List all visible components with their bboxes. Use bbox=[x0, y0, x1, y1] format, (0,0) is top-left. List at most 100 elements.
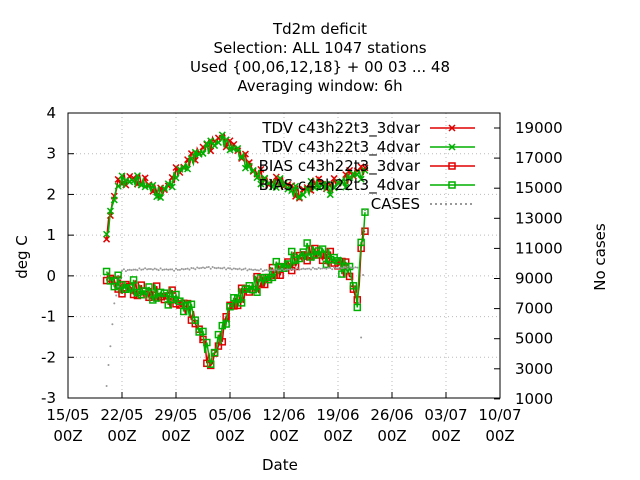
data-point bbox=[257, 274, 265, 282]
x-tick-label: 26/06 bbox=[370, 406, 413, 424]
cases-point bbox=[230, 268, 233, 271]
data-point bbox=[187, 300, 196, 309]
cases-point bbox=[319, 267, 322, 270]
y2-tick-label: 17000 bbox=[515, 149, 563, 167]
legend-label: BIAS c43h22t3_4dvar bbox=[259, 176, 421, 195]
cases-point bbox=[136, 269, 139, 272]
cases-point bbox=[242, 268, 245, 271]
cases-point bbox=[267, 269, 270, 272]
data-point bbox=[272, 257, 281, 266]
data-point bbox=[152, 282, 161, 290]
cases-point bbox=[223, 266, 226, 269]
data-point bbox=[349, 282, 358, 290]
cases-point bbox=[333, 266, 336, 269]
y2-tick-label: 1000 bbox=[515, 390, 553, 408]
x-tick-label: 10/07 bbox=[478, 406, 521, 424]
data-point bbox=[245, 281, 254, 290]
data-point bbox=[292, 182, 300, 190]
data-point bbox=[268, 273, 277, 282]
cases-point bbox=[313, 267, 316, 270]
data-point bbox=[357, 175, 365, 183]
data-point bbox=[168, 183, 176, 191]
data-point bbox=[114, 182, 122, 190]
data-point bbox=[184, 165, 192, 173]
cases-point bbox=[284, 268, 287, 271]
data-point bbox=[257, 180, 265, 188]
cases-point bbox=[348, 265, 351, 268]
cases-point bbox=[209, 267, 212, 270]
cases-point bbox=[265, 268, 268, 271]
legend-marker bbox=[448, 143, 456, 151]
cases-point bbox=[157, 269, 160, 272]
data-point bbox=[318, 245, 327, 253]
data-point bbox=[222, 320, 230, 328]
data-point bbox=[287, 266, 296, 275]
cases-point bbox=[176, 268, 179, 271]
cases-point bbox=[346, 267, 349, 270]
cases-point bbox=[213, 266, 216, 269]
data-point bbox=[149, 296, 157, 304]
y2-tick-label: 15000 bbox=[515, 179, 563, 197]
y2-tick-label: 9000 bbox=[515, 270, 553, 288]
y-tick-label: -3 bbox=[41, 389, 56, 407]
cases-point bbox=[292, 268, 295, 271]
data-point bbox=[322, 260, 331, 269]
cases-point bbox=[342, 266, 345, 269]
data-point bbox=[206, 360, 215, 368]
x-tick-label: 00Z bbox=[107, 427, 136, 445]
cases-point bbox=[196, 266, 199, 269]
cases-point bbox=[294, 268, 297, 271]
y-tick-label: 2 bbox=[46, 185, 56, 203]
cases-point bbox=[327, 266, 330, 269]
x-tick-label: 03/07 bbox=[424, 406, 467, 424]
data-point bbox=[253, 174, 261, 182]
y-tick-label: 4 bbox=[46, 104, 56, 122]
x-tick-label: 12/06 bbox=[262, 406, 305, 424]
cases-point bbox=[121, 269, 123, 272]
cases-point bbox=[140, 268, 143, 271]
data-point bbox=[118, 290, 126, 298]
legend-label: TDV c43h22t3_4dvar bbox=[261, 138, 420, 157]
cases-point bbox=[354, 266, 357, 269]
title-line-1: Td2m deficit bbox=[272, 20, 368, 38]
cases-point bbox=[254, 268, 257, 271]
y-tick-label: -1 bbox=[41, 308, 56, 326]
x-tick-label: 00Z bbox=[269, 427, 298, 445]
x-tick-label: 00Z bbox=[53, 427, 82, 445]
cases-point bbox=[240, 268, 243, 271]
data-point bbox=[361, 164, 369, 172]
cases-point bbox=[290, 268, 293, 270]
data-point bbox=[237, 299, 246, 307]
cases-point bbox=[269, 269, 272, 272]
data-point bbox=[345, 262, 354, 271]
data-point bbox=[168, 295, 176, 304]
cases-point bbox=[331, 268, 334, 271]
cases-point bbox=[344, 266, 347, 269]
cases-point bbox=[105, 385, 108, 387]
cases-point bbox=[163, 268, 166, 271]
data-point bbox=[253, 272, 261, 281]
cases-point bbox=[256, 269, 258, 272]
data-point bbox=[149, 181, 157, 189]
cases-point bbox=[281, 267, 284, 270]
data-point bbox=[133, 288, 142, 297]
legend-label: CASES bbox=[371, 195, 420, 213]
data-point bbox=[199, 327, 207, 336]
data-point bbox=[214, 342, 223, 350]
cases-point bbox=[124, 270, 127, 273]
cases-point bbox=[211, 266, 214, 268]
cases-point bbox=[362, 274, 365, 276]
cases-point bbox=[215, 267, 218, 270]
cases-point bbox=[122, 268, 125, 271]
data-point bbox=[287, 247, 296, 256]
data-point bbox=[176, 297, 184, 305]
cases-point bbox=[178, 268, 181, 271]
data-point bbox=[176, 165, 184, 173]
x-tick-label: 22/05 bbox=[100, 406, 143, 424]
cases-point bbox=[180, 267, 183, 270]
cases-point bbox=[202, 266, 204, 269]
cases-point bbox=[126, 269, 129, 271]
data-point bbox=[106, 277, 115, 285]
data-point bbox=[199, 149, 207, 157]
data-point bbox=[137, 291, 146, 299]
